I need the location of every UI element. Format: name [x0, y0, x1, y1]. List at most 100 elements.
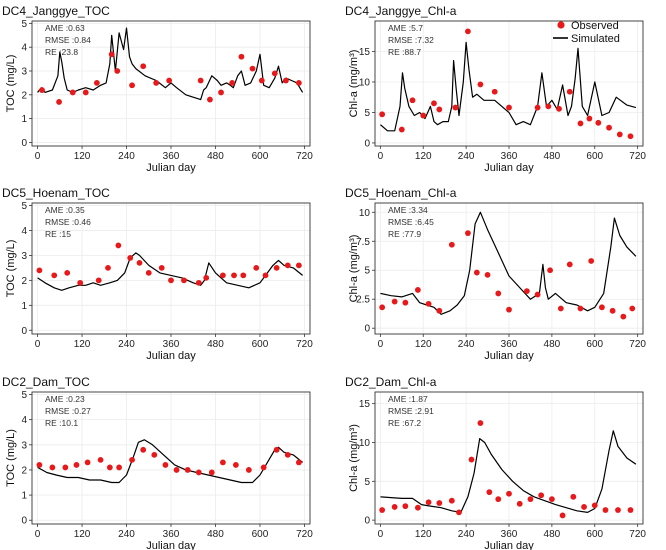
observed-point — [516, 500, 523, 507]
y-axis-label: TOC (mg/L) — [5, 55, 17, 113]
observed-point — [115, 242, 122, 249]
observed-point — [495, 290, 502, 297]
observed-point — [207, 96, 213, 103]
observed-point — [484, 271, 491, 278]
simulated-series-line — [37, 252, 303, 291]
observed-point — [588, 258, 595, 264]
stat-ame: AME :0.63 — [45, 23, 85, 33]
y-axis-label: Chl-a (mg/m³) — [348, 235, 360, 303]
observed-point — [62, 464, 69, 471]
observed-point — [627, 133, 634, 140]
observed-point — [284, 262, 291, 269]
observed-point — [184, 467, 191, 473]
y-tick-label: 1 — [21, 491, 27, 502]
observed-point — [456, 509, 462, 516]
observed-point — [49, 464, 56, 471]
observed-point — [51, 272, 58, 279]
observed-point — [273, 446, 280, 453]
observed-point — [409, 97, 416, 104]
x-axis-label: Julian day — [146, 540, 196, 550]
x-tick-label: 480 — [207, 529, 224, 540]
stat-re: RE :23.8 — [45, 47, 78, 57]
stat-rmse: RMSE :0.27 — [45, 406, 91, 416]
observed-point — [465, 230, 471, 237]
y-tick-label: 5 — [21, 201, 27, 212]
observed-point — [271, 70, 278, 77]
observed-point — [452, 104, 459, 111]
y-tick-label: 5 — [21, 19, 27, 30]
x-tick-label: 600 — [252, 529, 269, 540]
observed-point — [295, 262, 302, 269]
observed-point — [129, 456, 135, 463]
x-tick-label: 240 — [458, 529, 475, 540]
x-tick-label: 240 — [118, 529, 135, 540]
observed-point — [606, 124, 612, 131]
observed-point — [538, 492, 545, 499]
observed-point — [231, 272, 237, 279]
observed-point — [140, 446, 147, 453]
observed-point — [97, 456, 104, 463]
observed-point — [523, 288, 530, 295]
observed-point — [591, 502, 598, 509]
x-tick-label: 600 — [586, 151, 603, 162]
observed-point — [114, 68, 121, 74]
y-tick-label: 5 — [364, 108, 370, 119]
legend-simulated-label: Simulated — [571, 33, 620, 45]
observed-point — [140, 63, 147, 70]
observed-point — [39, 87, 45, 93]
observed-point — [547, 267, 553, 274]
chart-panel: DC4_Janggye_TOC 0 120 240 360 480 600 720 0 1 2 3 4 5… — [2, 4, 313, 174]
x-tick-label: 120 — [74, 339, 91, 350]
simulated-series-line — [37, 439, 303, 484]
observed-point — [195, 279, 202, 286]
observed-point — [559, 512, 566, 519]
observed-point — [473, 269, 480, 276]
observed-point — [36, 462, 43, 468]
observed-point — [527, 496, 534, 503]
y-tick-label: 0 — [364, 516, 370, 527]
stat-re: RE :77.9 — [388, 229, 421, 239]
observed-point — [548, 496, 555, 503]
observed-point — [615, 507, 621, 513]
stat-rmse: RMSE :0.84 — [45, 35, 91, 45]
y-tick-label: 5 — [21, 390, 27, 401]
observed-point — [173, 467, 180, 473]
observed-point — [106, 464, 113, 471]
observed-point — [545, 103, 552, 110]
observed-point — [158, 264, 165, 271]
observed-point — [556, 105, 562, 112]
observed-point — [238, 53, 245, 60]
x-axis-label: Julian day — [484, 540, 534, 550]
observed-point — [425, 499, 432, 506]
y-tick-label: 4 — [21, 43, 27, 54]
observed-point — [627, 507, 634, 513]
simulated-series-line — [380, 41, 637, 132]
stat-ame: AME :3.34 — [388, 205, 428, 215]
panel-title: DC4_Janggye_Chl-a — [345, 4, 457, 18]
x-tick-label: 240 — [118, 339, 135, 350]
observed-point — [436, 500, 443, 506]
stat-rmse: RMSE :6.45 — [388, 217, 434, 227]
observed-point — [162, 462, 169, 468]
y-tick-label: 1 — [21, 114, 27, 125]
simulated-series-line — [380, 211, 637, 315]
observed-point — [258, 77, 265, 84]
panel-title: DC2_Dam_TOC — [2, 375, 90, 389]
observed-point — [402, 503, 409, 510]
observed-point — [616, 131, 623, 138]
y-tick-label: 7.5 — [356, 237, 370, 248]
observed-point — [273, 264, 280, 271]
x-tick-label: 720 — [629, 529, 646, 540]
x-tick-label: 0 — [35, 339, 41, 350]
observed-point — [448, 497, 455, 504]
observed-point — [56, 99, 62, 105]
y-tick-label: 0 — [364, 324, 370, 335]
observed-point — [581, 504, 587, 510]
observed-point — [477, 81, 484, 88]
x-tick-label: 600 — [586, 339, 603, 350]
observed-point — [253, 264, 260, 271]
observed-point — [105, 264, 111, 271]
observed-point — [262, 272, 269, 279]
chart-panel: DC2_Dam_TOC 0 120 240 360 480 600 720 0 1 2 3 4 5 Juli… — [2, 375, 313, 550]
